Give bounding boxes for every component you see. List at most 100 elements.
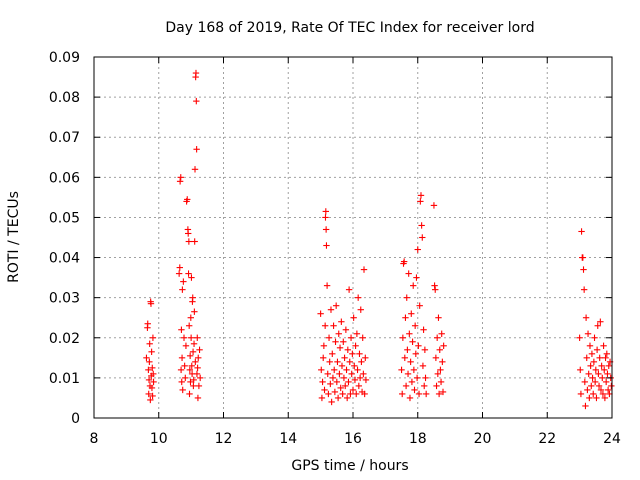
x-tick-label: 18 xyxy=(409,431,427,447)
data-point xyxy=(145,390,152,398)
data-point xyxy=(188,362,195,370)
data-point xyxy=(586,342,594,349)
data-point xyxy=(190,340,198,347)
data-point xyxy=(149,334,157,341)
data-point xyxy=(182,374,189,382)
data-point xyxy=(597,386,605,394)
data-point xyxy=(332,338,339,345)
data-point xyxy=(329,374,337,382)
data-point xyxy=(147,300,155,307)
grid xyxy=(94,57,612,418)
data-point xyxy=(602,354,609,362)
data-point xyxy=(577,366,584,374)
data-point xyxy=(189,294,196,301)
data-point xyxy=(334,394,342,402)
x-tick-label: 16 xyxy=(344,431,362,447)
data-point xyxy=(325,390,332,398)
data-point xyxy=(185,322,193,329)
data-point xyxy=(586,394,593,402)
data-point xyxy=(398,366,405,374)
data-point xyxy=(196,346,203,354)
data-point xyxy=(439,358,446,366)
data-point xyxy=(419,234,426,241)
data-point xyxy=(147,396,154,404)
data-point xyxy=(602,378,610,386)
data-point xyxy=(598,362,605,370)
data-point xyxy=(435,314,442,321)
data-point xyxy=(149,364,156,372)
data-point xyxy=(595,382,603,390)
data-point xyxy=(362,354,369,362)
data-point xyxy=(400,258,408,265)
data-point xyxy=(194,364,201,372)
data-point xyxy=(148,384,156,392)
data-point xyxy=(336,370,343,378)
data-point xyxy=(413,374,421,382)
data-point xyxy=(347,334,355,341)
y-axis-ticks: 0 0.01 0.02 0.03 0.04 0.05 0.06 0.07 0.08 0.09 xyxy=(49,50,612,427)
data-point xyxy=(354,366,361,374)
data-point xyxy=(411,322,419,329)
data-point xyxy=(415,342,422,349)
data-point xyxy=(413,274,420,281)
data-point xyxy=(186,390,193,398)
data-point xyxy=(436,346,443,354)
data-point xyxy=(419,362,427,370)
data-point xyxy=(411,386,418,394)
data-point xyxy=(143,354,150,362)
data-point xyxy=(340,374,348,382)
data-point xyxy=(194,394,202,402)
data-point xyxy=(322,226,330,233)
data-point xyxy=(434,370,442,378)
data-point xyxy=(592,366,600,374)
data-point xyxy=(584,386,591,394)
data-point xyxy=(415,390,423,398)
data-point xyxy=(593,394,600,402)
data-point xyxy=(579,254,587,261)
data-point xyxy=(191,308,198,315)
data-point xyxy=(338,318,345,325)
data-point xyxy=(194,334,201,341)
data-point xyxy=(601,394,609,402)
data-point xyxy=(350,314,357,321)
data-point xyxy=(422,390,430,398)
data-point xyxy=(185,238,193,245)
data-point xyxy=(178,378,185,386)
data-point xyxy=(195,354,202,362)
data-point xyxy=(190,376,197,384)
data-point xyxy=(349,350,356,358)
data-point xyxy=(588,382,595,390)
data-point xyxy=(595,370,602,378)
data-point xyxy=(319,378,326,386)
data-point xyxy=(341,354,348,362)
data-point xyxy=(188,274,195,281)
data-point xyxy=(195,382,203,390)
x-tick-label: 12 xyxy=(215,431,233,447)
data-point xyxy=(336,344,344,352)
data-point xyxy=(150,378,157,386)
data-point xyxy=(196,374,204,382)
data-point xyxy=(590,390,597,398)
data-point xyxy=(585,370,592,378)
data-point xyxy=(583,354,590,362)
data-point xyxy=(331,366,338,374)
x-tick-label: 10 xyxy=(150,431,168,447)
data-point xyxy=(604,386,612,394)
data-point xyxy=(180,334,188,341)
data-point xyxy=(333,378,341,386)
y-axis-label: ROTI / TECUs xyxy=(6,191,22,283)
data-point xyxy=(346,358,353,366)
data-point xyxy=(407,358,414,366)
data-point xyxy=(189,348,197,356)
data-point xyxy=(322,214,329,221)
data-point xyxy=(335,330,342,337)
data-point xyxy=(191,238,198,245)
data-point xyxy=(321,322,329,329)
data-point xyxy=(337,384,344,392)
data-point xyxy=(353,390,360,398)
y-tick-label: 0.07 xyxy=(49,130,80,146)
data-point xyxy=(421,382,428,390)
data-point xyxy=(344,346,352,354)
data-point xyxy=(356,350,363,358)
